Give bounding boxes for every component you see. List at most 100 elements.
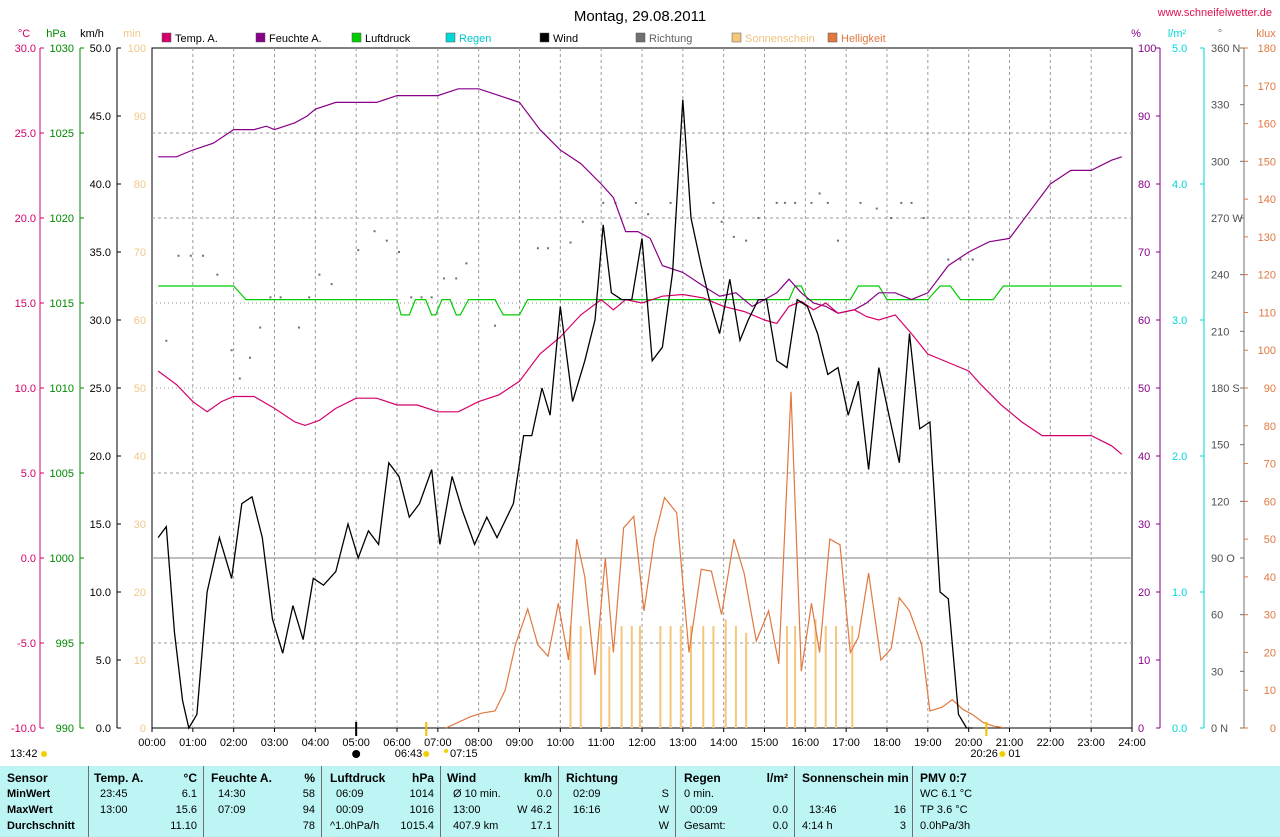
humidity-axis-label: 80 — [1138, 179, 1150, 191]
pressure-axis-label: 1020 — [50, 213, 74, 225]
stats-direction-max-time: 16:16 — [573, 804, 601, 816]
stats-col-pmv: PMV 0:7 WC 6.1 °C TP 3.6 °C 0.0hPa/3h — [913, 766, 1279, 837]
legend: Temp. A. Feuchte A. Luftdruck Regen Wind Rich… — [161, 32, 886, 45]
stats-direction-header: Richtung — [566, 771, 618, 785]
brightness-axis-label: 60 — [1264, 496, 1276, 508]
direction-axis-label: 60 — [1211, 610, 1223, 622]
wind-axis-label: 45.0 — [90, 111, 111, 123]
direction-point — [357, 249, 360, 252]
direction-point — [177, 254, 180, 257]
sunrise-time: 06:43 — [395, 748, 423, 760]
brightness-axis-label: 40 — [1264, 572, 1276, 584]
sun-axis-label: 100 — [128, 43, 146, 55]
rain-axis-label: 0.0 — [1172, 723, 1187, 735]
sun-axis-label: 50 — [134, 383, 146, 395]
stats-temp-max-time: 13:00 — [100, 804, 128, 816]
stats-col-sensor: Sensor MinWert MaxWert Durchschnitt — [0, 766, 89, 837]
direction-point — [230, 349, 233, 352]
direction-point — [910, 201, 913, 204]
direction-axis-label: 210 — [1211, 326, 1229, 338]
direction-axis-label: 360 N — [1211, 43, 1240, 55]
stats-col-rain: Regen l/m² 0 min. 00:09 0.0 Gesamt: 0.0 — [676, 766, 795, 837]
stats-pmv-header: PMV 0:7 — [920, 771, 967, 785]
stats-direction-min-time: 02:09 — [573, 788, 601, 800]
direction-point — [826, 201, 829, 204]
statistics-table: Sensor MinWert MaxWert Durchschnitt Temp… — [0, 766, 1280, 837]
series-line-feuchte-a — [158, 88, 1122, 314]
sun-axis-unit: min — [123, 28, 141, 40]
x-tick-label: 20:00 — [955, 737, 983, 749]
stats-wind-max: W 46.2 — [517, 804, 552, 816]
direction-axis-label: 240 — [1211, 270, 1229, 282]
stats-pmv-tp: TP 3.6 °C — [920, 804, 968, 816]
direction-point — [165, 339, 168, 342]
series-line-wind — [157, 99, 973, 730]
direction-point — [298, 326, 300, 329]
temp-axis-label: 0.0 — [21, 553, 36, 565]
brightness-axis-unit: klux — [1256, 28, 1276, 40]
brightness-axis-label: 150 — [1258, 156, 1276, 168]
direction-point — [712, 201, 715, 204]
stats-humidity-header: Feuchte A. — [211, 771, 272, 785]
legend-label: Wind — [553, 33, 578, 45]
legend-label: Luftdruck — [365, 33, 411, 45]
legend-swatch — [731, 32, 742, 43]
stats-wind-header: Wind — [447, 771, 477, 785]
direction-point — [890, 217, 893, 219]
x-tick-label: 21:00 — [996, 737, 1024, 749]
direction-point — [922, 217, 925, 219]
stats-row-min: MinWert — [7, 788, 51, 800]
sun-axis-label: 10 — [134, 655, 146, 667]
direction-point — [971, 258, 974, 261]
temp-axis-label: 30.0 — [15, 43, 36, 55]
sun-axis-label: 80 — [134, 179, 146, 191]
x-tick-label: 17:00 — [832, 737, 860, 749]
legend-label: Helligkeit — [841, 33, 886, 45]
stats-wind-max-time: 13:00 — [453, 804, 481, 816]
pressure-axis-label: 1025 — [50, 128, 74, 140]
stats-wind-unit: km/h — [523, 771, 552, 785]
x-tick-label: 18:00 — [873, 737, 901, 749]
stats-direction-max: W — [658, 804, 669, 816]
x-tick-label: 09:00 — [506, 737, 534, 749]
direction-point — [385, 239, 388, 242]
x-tick-label: 14:00 — [710, 737, 738, 749]
stats-humidity-min: 58 — [302, 788, 315, 800]
stats-pmv-trend: 0.0hPa/3h — [920, 820, 971, 832]
series-lines — [157, 88, 1123, 730]
stats-humidity-max: 94 — [302, 804, 315, 816]
pressure-axis-label: 1005 — [50, 468, 74, 480]
humidity-axis-label: 20 — [1138, 587, 1150, 599]
x-tick-label: 06:00 — [383, 737, 411, 749]
stats-direction-min: S — [661, 788, 669, 800]
direction-point — [238, 377, 241, 380]
legend-swatch — [539, 32, 550, 43]
website-link[interactable]: www.schneifelwetter.de — [1157, 7, 1272, 19]
stats-sun-header: Sonnenschein min — [802, 771, 909, 785]
sun-axis-label: 60 — [134, 315, 146, 327]
stats-wind-min: 0.0 — [536, 788, 552, 800]
x-tick-label: 11:00 — [588, 737, 615, 749]
direction-axis-label: 270 W — [1211, 213, 1243, 225]
stats-sun-avg: 3 — [899, 820, 906, 832]
brightness-axis-label: 110 — [1258, 307, 1276, 319]
direction-point — [430, 296, 433, 299]
stats-rain-total-label: Gesamt: — [684, 820, 726, 832]
direction-point — [308, 296, 311, 299]
direction-point — [745, 239, 748, 242]
brightness-axis-label: 140 — [1258, 194, 1276, 206]
stats-humidity-max-time: 07:09 — [218, 804, 246, 816]
rain-axis-label: 1.0 — [1172, 587, 1187, 599]
rain-axis-unit: l/m² — [1168, 28, 1187, 40]
axes: 00:00 01:00 02:00 03:00 04:00 05:00 06:00 07:00… — [11, 43, 1276, 749]
direction-point — [216, 273, 219, 276]
legend-label: Regen — [459, 33, 491, 45]
humidity-axis-label: 60 — [1138, 315, 1150, 327]
temp-axis-label: 25.0 — [15, 128, 36, 140]
stats-pressure-header: Luftdruck — [330, 771, 386, 785]
pressure-axis-label: 1000 — [50, 553, 74, 565]
sunset-time: 20:26 — [970, 748, 998, 760]
wind-axis-label: 15.0 — [90, 519, 111, 531]
stats-wind-min-label: Ø 10 min. — [453, 788, 501, 800]
temp-axis-label: -10.0 — [11, 723, 36, 735]
